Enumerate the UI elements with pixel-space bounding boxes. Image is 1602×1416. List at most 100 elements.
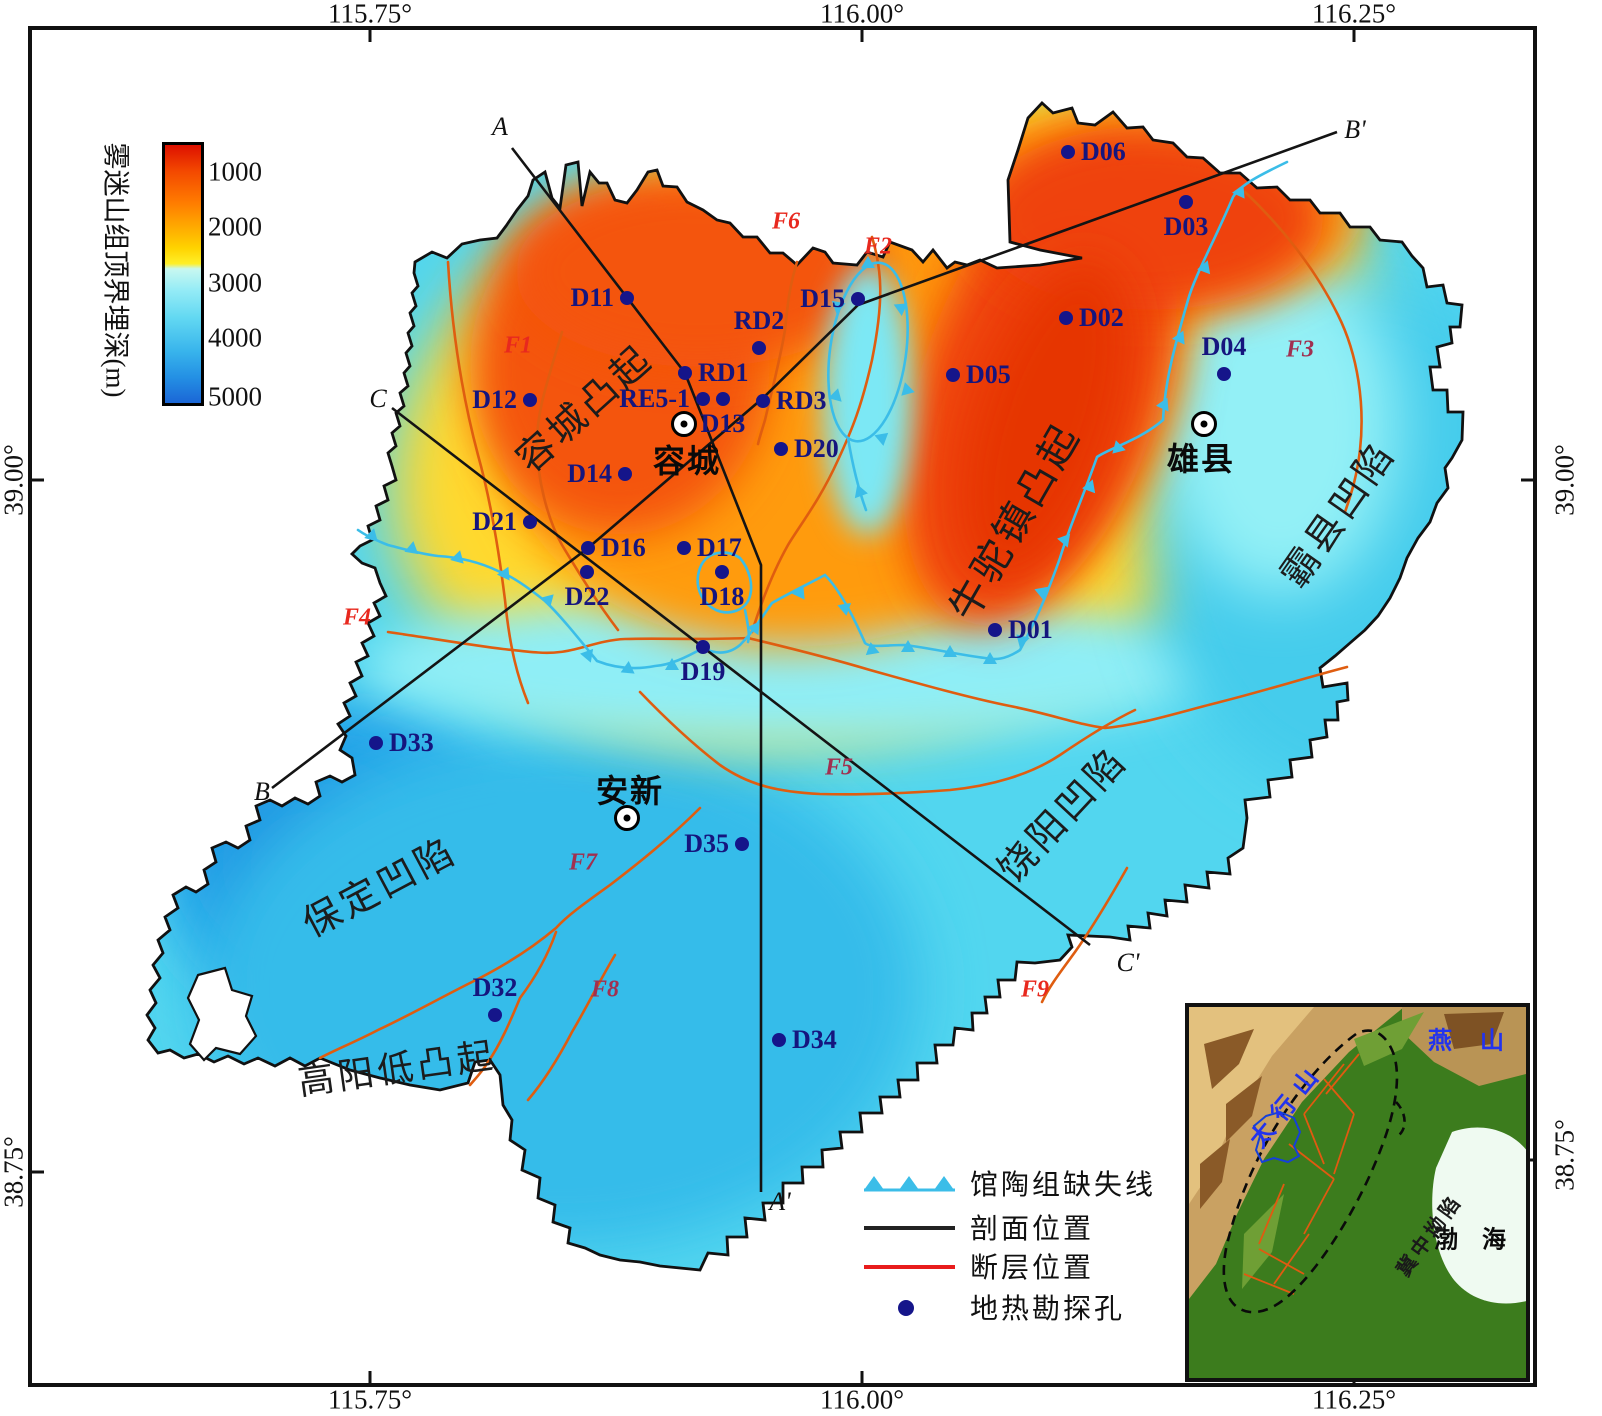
well-label-D17: D17	[697, 533, 742, 562]
fault-label-F2: F2	[863, 233, 893, 260]
well-dot-D35	[735, 837, 749, 851]
profile-label-A-prime: A'	[769, 1187, 791, 1216]
well-label-D16: D16	[601, 533, 646, 562]
axis-label-bottom-116.25°: 116.25°	[1311, 1384, 1397, 1415]
inset-faults	[1243, 1053, 1360, 1295]
fault-label-F1: F1	[503, 332, 533, 359]
fault-label-F6: F6	[771, 208, 801, 235]
colorbar-tick-1000: 1000	[208, 156, 262, 187]
well-dot-RD2	[752, 341, 766, 355]
well-label-D05: D05	[966, 360, 1011, 389]
city-symbol-雄县	[1191, 411, 1217, 437]
well-dot-D14	[618, 467, 632, 481]
geothermal-well-icon	[862, 1290, 957, 1324]
colorbar-tick-2000: 2000	[208, 211, 262, 242]
well-label-D21: D21	[472, 507, 517, 536]
profile-label-A: A	[492, 112, 508, 141]
fault-f9-line	[1040, 866, 1129, 1004]
guantao-missing-line-path	[356, 160, 1289, 670]
well-dot-D11	[620, 291, 634, 305]
city-symbol-容城	[671, 411, 697, 437]
well-label-RD1: RD1	[698, 358, 749, 387]
well-label-D35: D35	[684, 829, 729, 858]
well-dot-D33	[369, 736, 383, 750]
fault-f6-line	[756, 260, 799, 446]
well-label-RD3: RD3	[776, 386, 827, 415]
fault-lines	[318, 190, 1363, 1102]
well-dot-D22	[580, 565, 594, 579]
profile-a-line	[510, 147, 763, 1192]
legend-label: 馆陶组缺失线	[970, 1170, 1157, 1201]
boundary-enclave	[186, 966, 258, 1062]
well-dot-D03	[1179, 195, 1193, 209]
well-label-D02: D02	[1079, 303, 1124, 332]
well-label-D18: D18	[699, 582, 745, 611]
well-dot-D34	[772, 1033, 786, 1047]
well-label-D34: D34	[792, 1025, 837, 1054]
well-dot-D06	[1061, 145, 1075, 159]
profile-line-icon	[862, 1210, 957, 1244]
inset-svg	[1189, 1007, 1526, 1378]
inset-location-map	[1185, 1003, 1530, 1382]
well-label-D14: D14	[567, 459, 612, 488]
city-symbol-安新	[614, 805, 640, 831]
fault-label-F4: F4	[342, 604, 372, 631]
well-dot-D04	[1217, 367, 1231, 381]
well-dot-D18	[715, 565, 729, 579]
well-label-RD2: RD2	[733, 306, 785, 335]
well-dot-RE5-1	[696, 392, 710, 406]
well-label-D11: D11	[570, 283, 614, 312]
colorbar-tick-4000: 4000	[208, 322, 262, 353]
bohai-sea	[1432, 1127, 1526, 1304]
well-dot-RD3	[756, 394, 770, 408]
well-dot-D02	[1059, 311, 1073, 325]
inset-label-燕山: 燕山	[1428, 1028, 1532, 1055]
axis-label-bottom-115.75°: 115.75°	[327, 1384, 413, 1415]
colorbar	[162, 142, 204, 406]
plot-frame	[28, 26, 1537, 1387]
axis-label-left-38.75°: 38.75°	[0, 1136, 29, 1208]
well-label-D32: D32	[472, 973, 518, 1002]
profile-c-line	[391, 406, 1091, 947]
axis-label-right-38.75°: 38.75°	[1549, 1119, 1580, 1191]
well-label-D12: D12	[472, 385, 517, 414]
city-label-容城: 容城	[652, 443, 722, 479]
well-label-D04: D04	[1201, 332, 1247, 361]
legend-label: 地热勘探孔	[970, 1294, 1126, 1325]
well-dot-D05	[946, 368, 960, 382]
city-label-安新: 安新	[595, 773, 665, 809]
colorbar-tick-3000: 3000	[208, 267, 262, 298]
well-dot-D12	[523, 393, 537, 407]
fault-f3-line	[1243, 190, 1363, 514]
well-dot-D21	[523, 515, 537, 529]
fault-f5-line	[638, 690, 1137, 796]
inset-label-渤海: 渤海	[1434, 1227, 1530, 1254]
jizhong-depression-outline	[1222, 1029, 1399, 1314]
fault-f2-line	[750, 235, 882, 634]
colorbar-tick-5000: 5000	[208, 381, 262, 412]
fault-f1b-line	[535, 330, 620, 632]
profile-label-B-prime: B'	[1344, 115, 1366, 144]
fault-label-F8: F8	[590, 976, 620, 1003]
well-label-RE5-1: RE5-1	[619, 384, 690, 413]
well-dot-D13	[716, 392, 730, 406]
legend-item-guantao: 馆陶组缺失线	[862, 1166, 1192, 1201]
axis-label-top-115.75°: 115.75°	[327, 0, 413, 29]
fault-f1-line	[446, 260, 530, 705]
profile-label-B: B	[254, 777, 270, 806]
city-label-雄县: 雄县	[1166, 441, 1236, 477]
fault-f4-line	[386, 630, 1349, 730]
well-label-D19: D19	[680, 657, 726, 686]
well-dot-D01	[988, 623, 1002, 637]
fault-f7-line	[318, 806, 702, 1060]
profile-label-C: C	[369, 384, 387, 413]
well-dot-D16	[581, 541, 595, 555]
fault-line-icon	[862, 1249, 957, 1283]
well-label-D22: D22	[564, 582, 610, 611]
axis-label-top-116.00°: 116.00°	[819, 0, 905, 29]
well-label-D03: D03	[1163, 212, 1209, 241]
well-dot-D15	[851, 292, 865, 306]
well-dot-D20	[774, 442, 788, 456]
